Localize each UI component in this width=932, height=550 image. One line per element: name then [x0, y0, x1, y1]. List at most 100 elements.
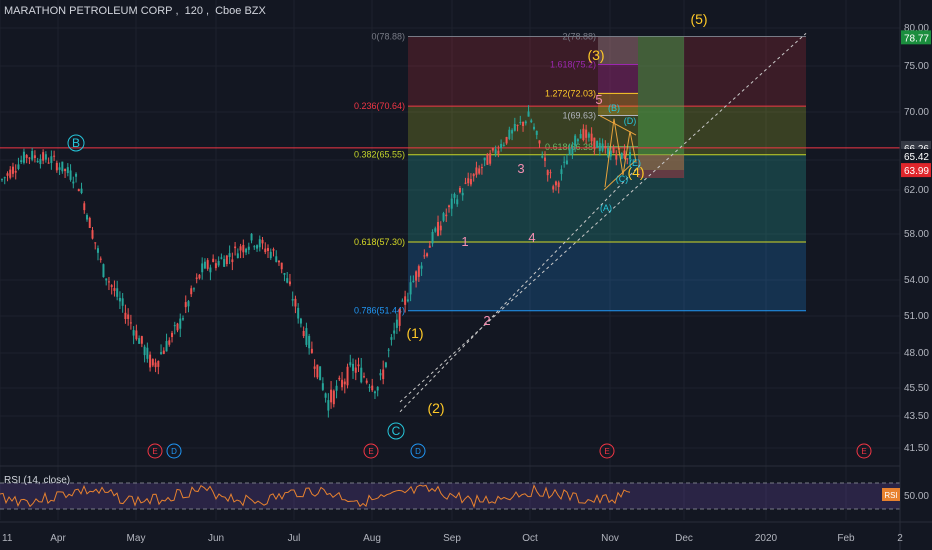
event-marker-e: E: [861, 447, 866, 456]
candle-body: [590, 133, 593, 142]
wave-4: (4): [627, 164, 644, 180]
candle-body: [53, 155, 56, 157]
candle-body: [256, 245, 259, 249]
candle-body: [302, 330, 305, 336]
price-tick: 43.50: [904, 411, 929, 422]
time-tick: Oct: [522, 533, 538, 544]
candle-body: [538, 140, 541, 144]
price-tick: 51.00: [904, 311, 929, 322]
time-tick: Aug: [363, 533, 381, 544]
candle-body: [132, 330, 135, 336]
candle-body: [360, 367, 363, 383]
candle-body: [280, 262, 283, 270]
candle-body: [231, 259, 234, 263]
candle-body: [201, 263, 204, 273]
event-marker-circle: [410, 443, 426, 459]
candle-body: [609, 150, 612, 157]
candle-body: [299, 318, 302, 324]
candle-body: [620, 152, 623, 159]
candle-body: [530, 120, 533, 123]
candle-body: [349, 362, 352, 366]
candle-body: [121, 298, 124, 306]
candle-body: [190, 288, 193, 295]
candle-body: [297, 307, 300, 319]
candle-body: [138, 338, 141, 344]
candle-body: [426, 253, 429, 257]
candle-body: [491, 147, 494, 151]
time-tick: 2020: [755, 533, 778, 544]
candle-body: [165, 341, 168, 352]
candle-body: [324, 393, 327, 398]
candle-body: [143, 346, 146, 356]
candle-body: [209, 267, 212, 273]
candle-body: [61, 161, 64, 172]
price-tick: 62.00: [904, 185, 929, 196]
price-tag: 78.77: [904, 33, 929, 44]
candle-body: [560, 169, 563, 175]
time-tick: Jun: [208, 533, 224, 544]
candle-body: [585, 129, 588, 138]
candle-body: [519, 122, 522, 124]
price-tick: 41.50: [904, 443, 929, 454]
candle-body: [472, 173, 475, 177]
candle-body: [522, 121, 525, 126]
time-tick: Jul: [288, 533, 301, 544]
candle-body: [124, 312, 127, 320]
fib-zone: [408, 242, 806, 311]
subwave-3: 3: [517, 161, 524, 176]
fib-ext-label: 0.618(66.38): [545, 142, 596, 152]
candle-body: [379, 373, 382, 376]
candle-body: [310, 348, 313, 353]
chart-header: MARATHON PETROLEUM CORP, 120, Cboe BZX: [4, 5, 266, 17]
candle-body: [346, 366, 349, 386]
candle-body: [286, 278, 289, 283]
candle-body: [277, 260, 280, 263]
candle-body: [401, 300, 404, 302]
candle-body: [160, 352, 163, 354]
candle-body: [604, 146, 607, 148]
candle-body: [253, 246, 256, 248]
candle-body: [387, 349, 390, 351]
price-tick: 58.00: [904, 229, 929, 240]
candle-body: [239, 246, 242, 251]
candle-body: [434, 228, 437, 232]
candle-body: [508, 129, 511, 139]
candle-body: [516, 124, 519, 126]
candle-body: [102, 264, 105, 278]
candle-body: [113, 288, 116, 291]
exchange: Cboe BZX: [215, 5, 266, 17]
candle-body: [464, 182, 467, 184]
event-marker-circle: [363, 443, 379, 459]
candle-body: [513, 124, 516, 131]
candle-body: [258, 239, 261, 248]
candle-body: [107, 281, 110, 283]
candle-body: [50, 156, 53, 164]
candle-body: [149, 354, 152, 368]
candle-body: [212, 258, 215, 262]
candle-body: [9, 169, 12, 178]
candle-body: [116, 288, 119, 297]
candle-body: [623, 150, 626, 159]
fib-level-label: 0(78.88): [371, 32, 405, 42]
event-marker-circle: [856, 443, 872, 459]
candle-body: [535, 130, 538, 135]
candle-body: [475, 167, 478, 175]
candle-body: [110, 285, 113, 287]
candle-body: [442, 213, 445, 221]
candle-body: [245, 248, 248, 253]
candle-body: [242, 244, 245, 253]
candle-body: [91, 230, 94, 239]
candle-body: [524, 121, 527, 124]
price-tag: 63.99: [904, 166, 929, 177]
candle-body: [489, 153, 492, 164]
candle-body: [151, 359, 154, 366]
candle-body: [17, 164, 20, 169]
candle-body: [66, 167, 69, 174]
subwave-2: 2: [483, 313, 490, 328]
event-marker-e: E: [368, 447, 373, 456]
event-marker-d: D: [171, 447, 177, 456]
candle-body: [77, 189, 80, 192]
wave-1: (1): [406, 325, 423, 341]
rsi-line: [0, 483, 631, 509]
